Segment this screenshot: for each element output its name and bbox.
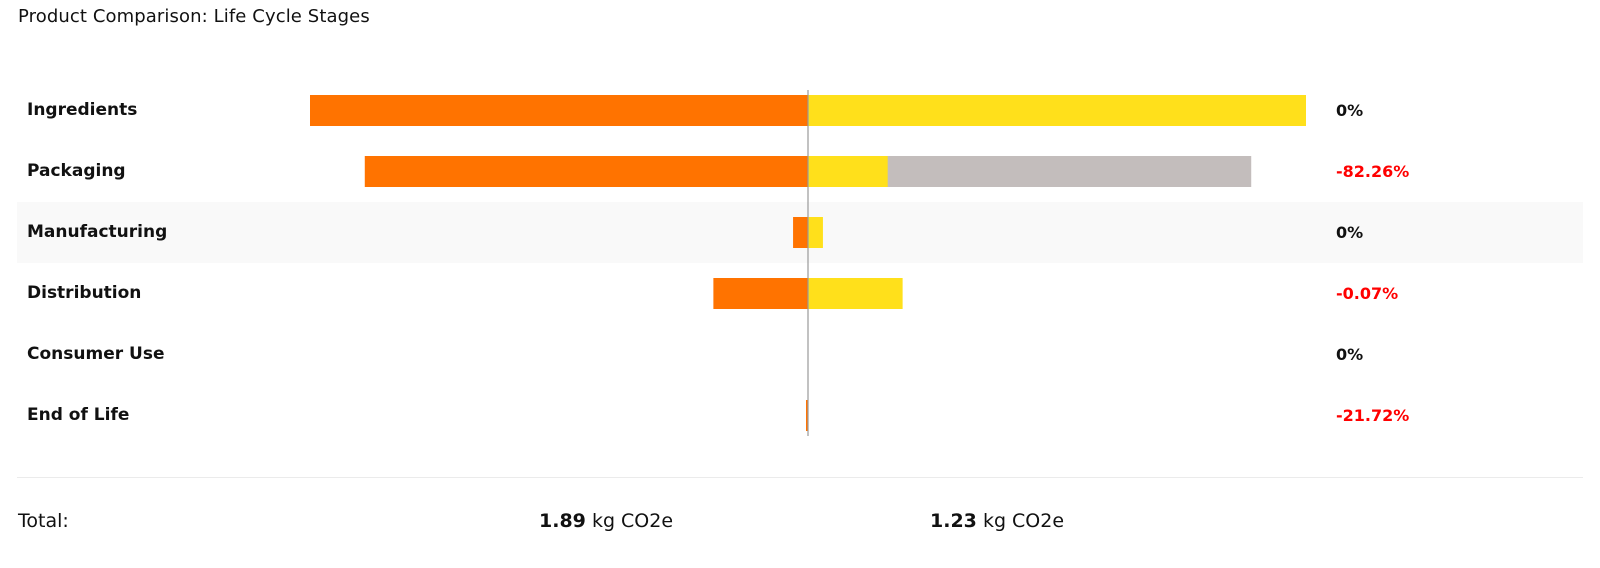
bar-product-a bbox=[806, 400, 808, 431]
row-consumer-use: Consumer Use 0% bbox=[17, 324, 1583, 385]
bar-product-a bbox=[793, 217, 808, 248]
change-percentage: -82.26% bbox=[1336, 162, 1410, 181]
category-label: Packaging bbox=[27, 161, 126, 181]
row-distribution: Distribution -0.07% bbox=[17, 263, 1583, 324]
bar-product-b bbox=[808, 95, 1306, 126]
total-product-a-value: 1.89 bbox=[539, 510, 586, 532]
total-product-b-value: 1.23 bbox=[930, 510, 977, 532]
change-percentage: 0% bbox=[1336, 101, 1364, 120]
category-label: Distribution bbox=[27, 283, 142, 303]
total-product-a-unit: kg CO2e bbox=[591, 510, 674, 532]
category-label: Ingredients bbox=[27, 100, 138, 120]
totals-divider bbox=[17, 477, 1583, 478]
bar-product-a bbox=[713, 278, 808, 309]
bar-product-a bbox=[364, 156, 808, 187]
total-product-a: 1.89 kg CO2e bbox=[539, 510, 673, 532]
totals-label: Total: bbox=[18, 510, 69, 532]
bar-product-b bbox=[808, 217, 823, 248]
change-percentage: 0% bbox=[1336, 345, 1364, 364]
category-label: Manufacturing bbox=[27, 222, 168, 242]
chart-title: Product Comparison: Life Cycle Stages bbox=[18, 6, 370, 27]
bar-product-a bbox=[310, 95, 808, 126]
category-label: End of Life bbox=[27, 405, 130, 425]
row-ingredients: Ingredients 0% bbox=[17, 80, 1583, 141]
bar-product-b bbox=[808, 278, 903, 309]
row-end-of-life: End of Life -21.72% bbox=[17, 385, 1583, 446]
change-percentage: -21.72% bbox=[1336, 406, 1410, 425]
row-packaging: Packaging -82.26% bbox=[17, 141, 1583, 202]
butterfly-chart bbox=[310, 90, 1306, 436]
row-manufacturing: Manufacturing 0% bbox=[17, 202, 1583, 263]
total-product-b-unit: kg CO2e bbox=[982, 510, 1065, 532]
category-label: Consumer Use bbox=[27, 344, 165, 364]
change-percentage: 0% bbox=[1336, 223, 1364, 242]
change-percentage: -0.07% bbox=[1336, 284, 1399, 303]
total-product-b: 1.23 kg CO2e bbox=[930, 510, 1064, 532]
bar-product-b bbox=[808, 156, 888, 187]
